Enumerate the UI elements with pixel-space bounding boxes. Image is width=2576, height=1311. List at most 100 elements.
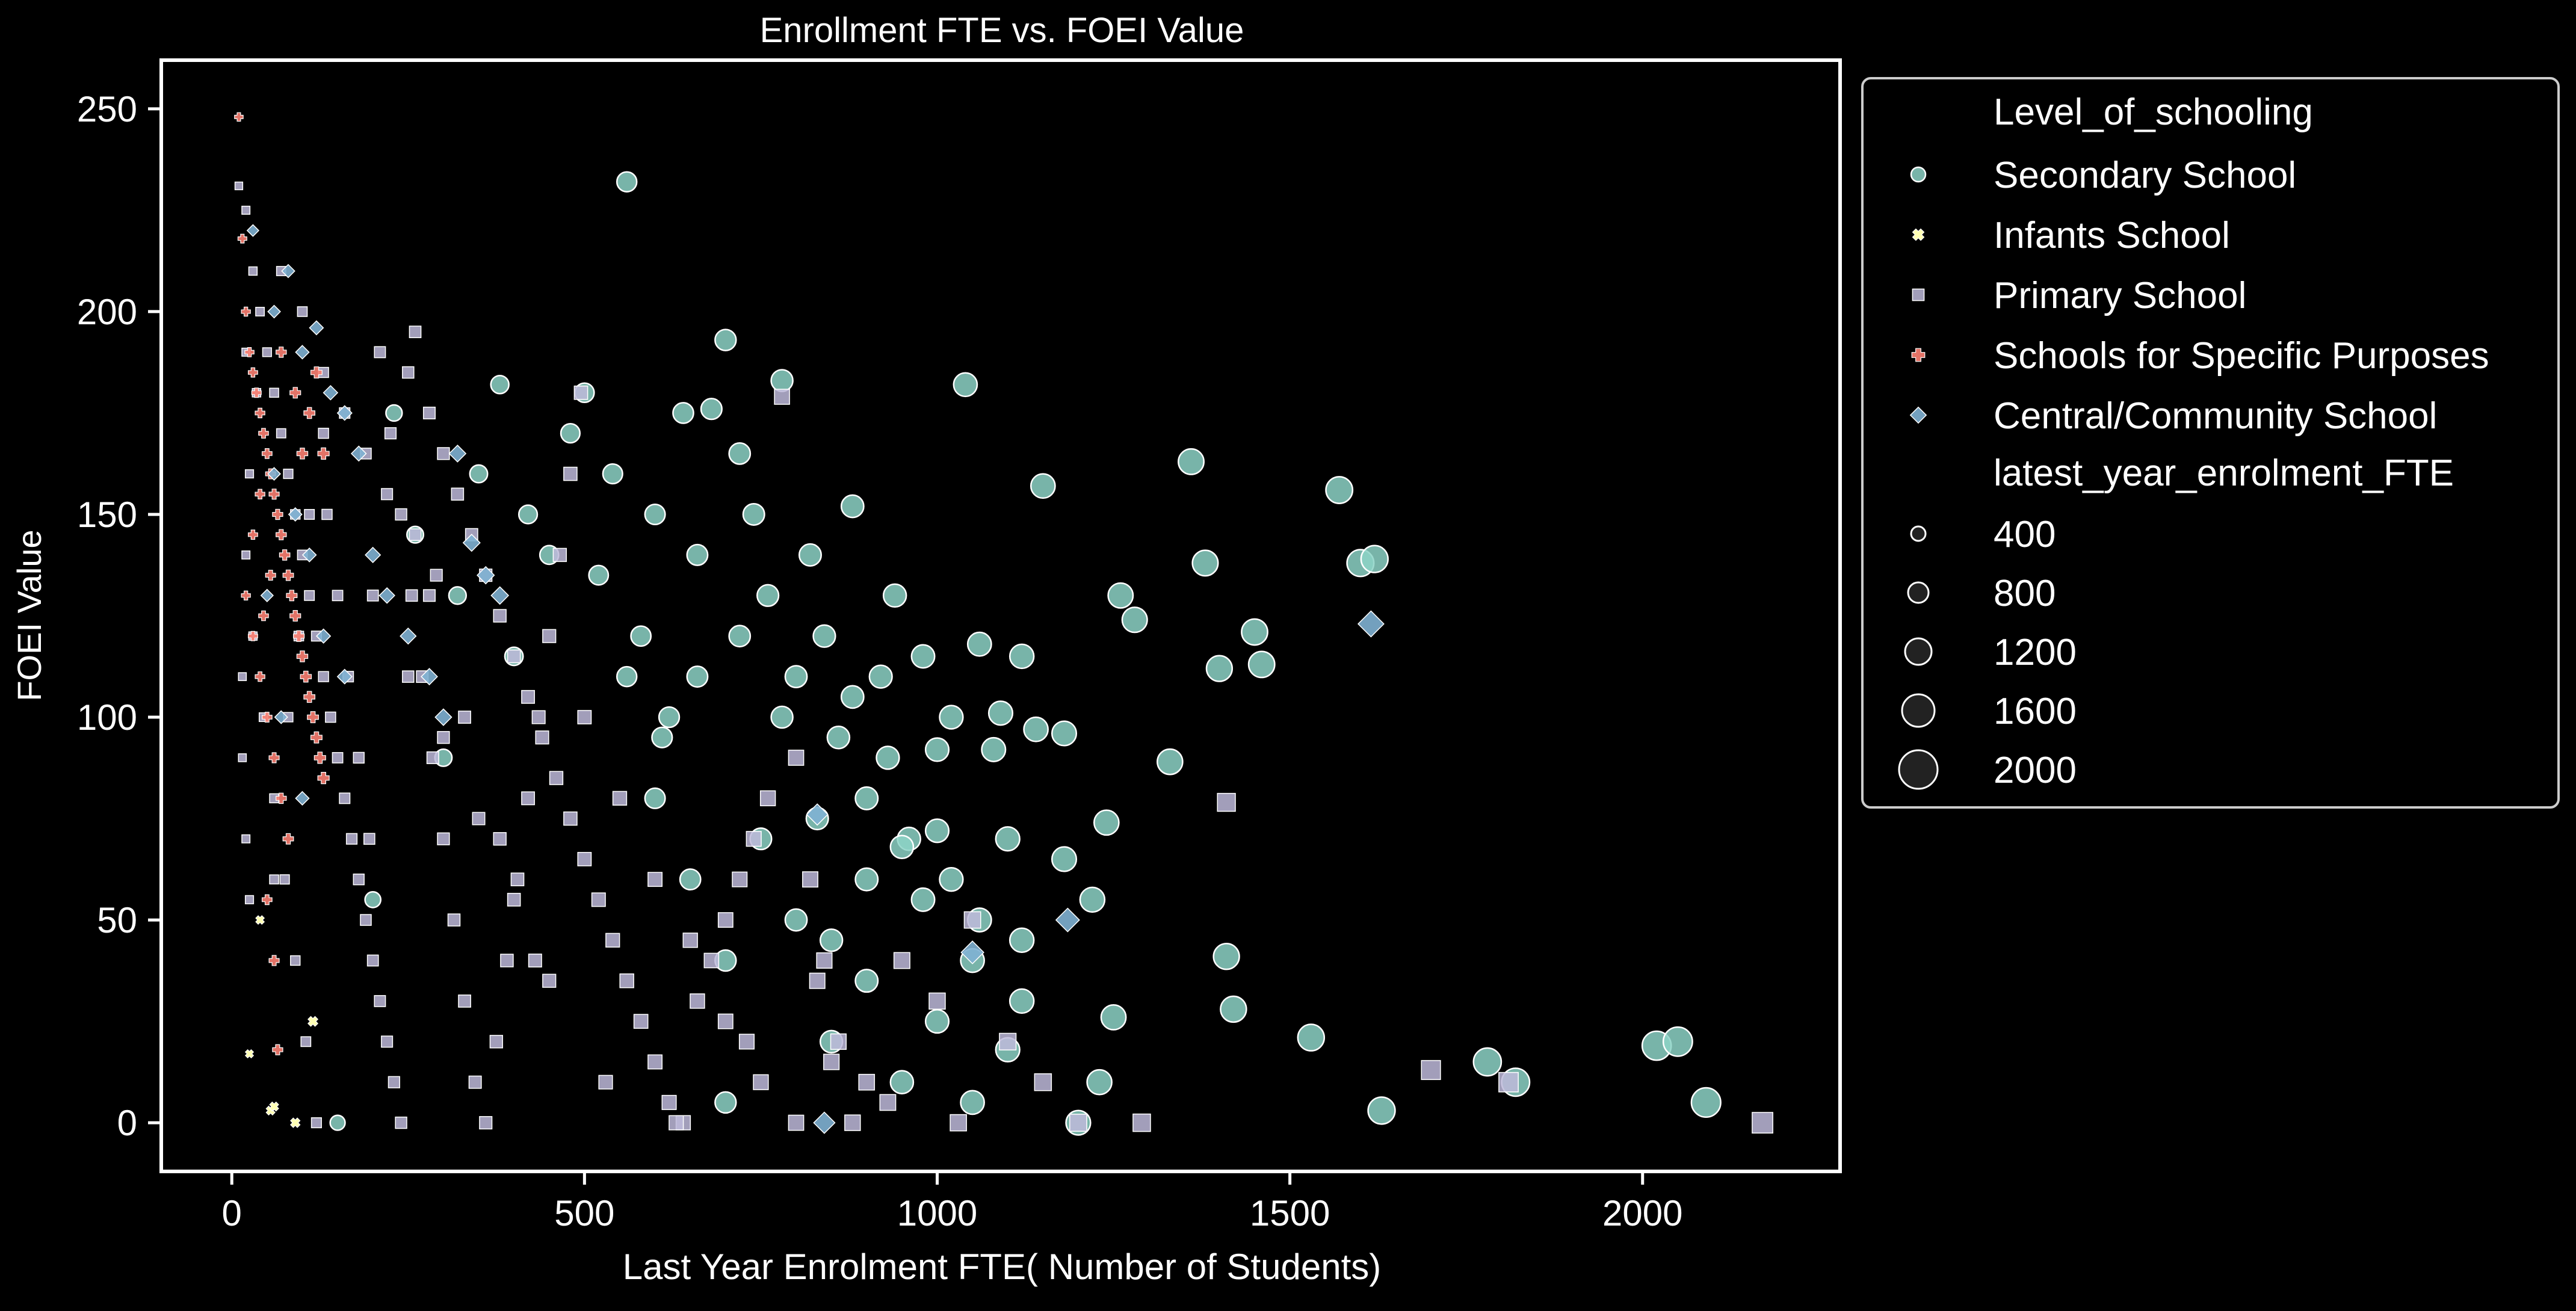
data-point-secondary-school <box>651 726 673 748</box>
data-point-primary-school <box>816 952 833 969</box>
data-point-primary-school <box>238 672 247 681</box>
data-point-secondary-school <box>517 504 539 525</box>
legend-series-label: Secondary School <box>1994 155 2296 196</box>
data-point-primary-school <box>893 952 910 969</box>
data-point-central-community-school <box>1055 907 1080 933</box>
data-point-central-community-school <box>350 445 367 462</box>
data-point-primary-school <box>703 952 720 969</box>
data-point-secondary-school <box>714 329 737 351</box>
data-point-primary-school <box>830 1033 847 1050</box>
data-point-secondary-school <box>798 543 822 567</box>
data-point-schools-for-specific-purposes <box>303 407 316 419</box>
data-point-secondary-school <box>910 887 936 912</box>
data-point-central-community-school <box>477 566 495 585</box>
data-point-primary-school <box>507 893 521 907</box>
legend-series-label: Primary School <box>1994 275 2246 316</box>
data-point-primary-school <box>950 1114 967 1132</box>
data-point-secondary-school <box>686 543 709 566</box>
data-point-primary-school <box>1069 1114 1087 1132</box>
data-point-primary-school <box>321 508 333 520</box>
data-point-schools-for-specific-purposes <box>282 833 294 845</box>
data-point-secondary-school <box>1472 1047 1503 1077</box>
data-point-secondary-school <box>1030 473 1056 499</box>
data-point-primary-school <box>682 933 698 948</box>
data-point-secondary-school <box>329 1114 346 1131</box>
data-point-secondary-school <box>742 502 765 526</box>
data-point-schools-for-specific-purposes <box>296 650 309 662</box>
data-point-primary-school <box>535 730 549 745</box>
data-point-primary-school <box>339 792 351 804</box>
data-point-secondary-school <box>840 494 865 519</box>
data-point-primary-school <box>552 548 567 563</box>
data-point-primary-school <box>493 609 507 623</box>
data-point-central-community-school <box>323 384 339 401</box>
data-point-schools-for-specific-purposes <box>272 1044 283 1055</box>
chart-title: Enrollment FTE vs. FOEI Value <box>760 11 1244 50</box>
data-point-secondary-school <box>1008 643 1035 670</box>
data-point-primary-school <box>366 589 379 602</box>
data-point-primary-school <box>633 1014 649 1029</box>
x-tick-label: 500 <box>554 1193 614 1233</box>
data-point-secondary-school <box>939 866 964 892</box>
legend-size-label: 1200 <box>1994 632 2077 673</box>
data-point-primary-school <box>690 993 705 1009</box>
data-point-primary-school <box>1217 792 1236 812</box>
y-tick-label: 50 <box>97 900 137 940</box>
data-point-primary-school <box>426 751 439 764</box>
points-layer <box>234 112 1773 1136</box>
data-point-primary-school <box>381 1035 394 1048</box>
data-point-central-community-school <box>813 1111 836 1134</box>
data-point-primary-school <box>238 753 247 762</box>
data-point-primary-school <box>430 569 443 582</box>
data-point-secondary-school <box>630 625 652 647</box>
data-point-schools-for-specific-purposes <box>317 447 330 460</box>
data-point-secondary-school <box>960 1090 985 1115</box>
data-point-primary-school <box>549 771 564 785</box>
data-point-schools-for-specific-purposes <box>276 347 287 358</box>
data-point-primary-school <box>963 911 981 929</box>
data-point-secondary-school <box>889 1070 915 1094</box>
data-point-primary-school <box>304 590 315 601</box>
data-point-primary-school <box>458 711 471 724</box>
data-point-secondary-school <box>784 908 808 932</box>
legend-series-label: Schools for Specific Purposes <box>1994 335 2489 377</box>
data-point-central-community-school <box>365 546 381 563</box>
data-point-primary-school <box>241 834 251 844</box>
legend-size-title: latest_year_enrolment_FTE <box>1994 452 2454 494</box>
data-point-primary-school <box>437 832 450 845</box>
data-point-infants-school <box>244 1049 255 1059</box>
data-point-primary-school <box>395 1116 407 1129</box>
data-point-secondary-school <box>588 564 610 586</box>
data-point-primary-school <box>823 1053 840 1070</box>
data-point-schools-for-specific-purposes <box>244 347 255 357</box>
data-point-schools-for-specific-purposes <box>234 112 244 122</box>
data-point-secondary-school <box>770 705 794 729</box>
data-point-primary-school <box>353 751 365 764</box>
data-point-primary-school <box>332 752 344 763</box>
data-point-secondary-school <box>882 583 907 608</box>
data-point-primary-school <box>717 1013 734 1029</box>
data-point-primary-school <box>388 1076 400 1088</box>
data-point-secondary-school <box>770 369 794 392</box>
data-point-infants-school <box>269 1101 279 1112</box>
data-point-primary-school <box>255 307 265 316</box>
ticks-layer: 0 500 1000 1500 2000 0 50 100 150 200 250 <box>77 89 1683 1233</box>
data-point-primary-school <box>402 366 415 379</box>
legend-size-marker <box>1901 693 1936 728</box>
data-point-central-community-school <box>281 264 295 279</box>
data-point-schools-for-specific-purposes <box>241 590 251 600</box>
data-point-secondary-school <box>616 665 638 688</box>
data-point-central-community-school <box>295 791 310 806</box>
data-point-primary-school <box>262 347 272 357</box>
legend-size-marker <box>1907 581 1930 604</box>
data-point-primary-school <box>999 1032 1017 1050</box>
data-point-secondary-school <box>924 1009 950 1034</box>
data-point-secondary-school <box>1051 720 1078 747</box>
data-point-schools-for-specific-purposes <box>265 570 276 581</box>
data-point-secondary-school <box>602 463 623 485</box>
data-point-schools-for-specific-purposes <box>251 387 262 398</box>
data-point-central-community-school <box>288 507 303 522</box>
data-point-secondary-school <box>448 586 468 605</box>
data-point-schools-for-specific-purposes <box>276 529 287 540</box>
